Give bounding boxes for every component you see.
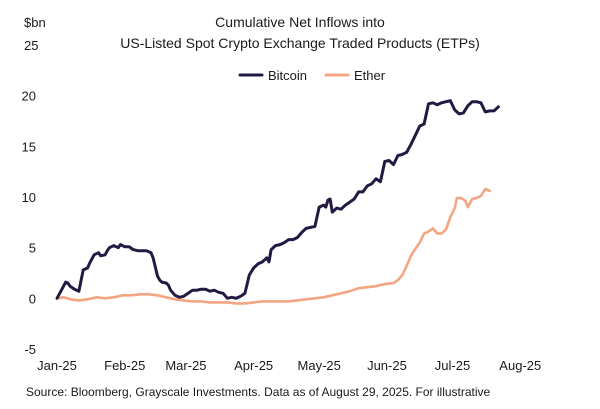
- x-tick-label: Jan-25: [37, 358, 77, 373]
- y-tick-label: 15: [22, 139, 36, 154]
- series-line-bitcoin: [55, 99, 500, 300]
- x-tick-label: May-25: [298, 358, 341, 373]
- y-axis-label: $bn: [24, 15, 46, 30]
- y-axis-ticks: -5 0 5 10 15 20 25: [22, 38, 39, 357]
- y-tick-label: -5: [24, 342, 36, 357]
- legend-label-bitcoin: Bitcoin: [268, 68, 307, 83]
- x-tick-label: Jun-25: [367, 358, 407, 373]
- chart-title-line-2: US-Listed Spot Crypto Exchange Traded Pr…: [120, 35, 480, 51]
- x-tick-label: Aug-25: [499, 358, 541, 373]
- legend: Bitcoin Ether: [238, 68, 386, 83]
- source-note: Source: Bloomberg, Grayscale Investments…: [26, 385, 491, 399]
- y-tick-label: 20: [22, 89, 36, 104]
- x-tick-label: Mar-25: [165, 358, 206, 373]
- y-tick-label: 25: [24, 38, 38, 53]
- y-tick-label: 10: [22, 190, 36, 205]
- line-chart: Cumulative Net Inflows into US-Listed Sp…: [22, 14, 542, 373]
- y-tick-label: 0: [29, 291, 36, 306]
- series-lines: [55, 99, 500, 305]
- x-tick-label: Apr-25: [234, 358, 273, 373]
- chart-title-line-1: Cumulative Net Inflows into: [215, 14, 385, 30]
- legend-label-ether: Ether: [354, 68, 386, 83]
- x-tick-label: Jul-25: [435, 358, 470, 373]
- series-line-ether: [55, 187, 491, 305]
- y-tick-label: 5: [29, 241, 36, 256]
- x-axis-ticks: Jan-25 Feb-25 Mar-25 Apr-25 May-25 Jun-25 Jul-…: [37, 358, 541, 373]
- x-tick-label: Feb-25: [104, 358, 145, 373]
